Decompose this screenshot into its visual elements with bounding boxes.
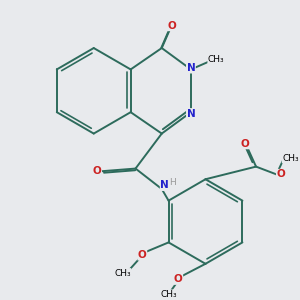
Text: O: O [93,167,101,176]
Text: N: N [187,109,195,118]
Text: H: H [169,178,176,187]
Text: O: O [138,250,147,260]
Text: CH₃: CH₃ [160,290,177,299]
Text: CH₃: CH₃ [114,268,131,278]
Text: O: O [174,274,183,284]
Text: N: N [160,181,169,190]
Text: N: N [187,63,195,73]
Text: O: O [241,139,249,149]
Text: O: O [167,21,176,31]
Text: CH₃: CH₃ [282,154,299,163]
Text: CH₃: CH₃ [208,55,224,64]
Text: O: O [276,169,285,179]
